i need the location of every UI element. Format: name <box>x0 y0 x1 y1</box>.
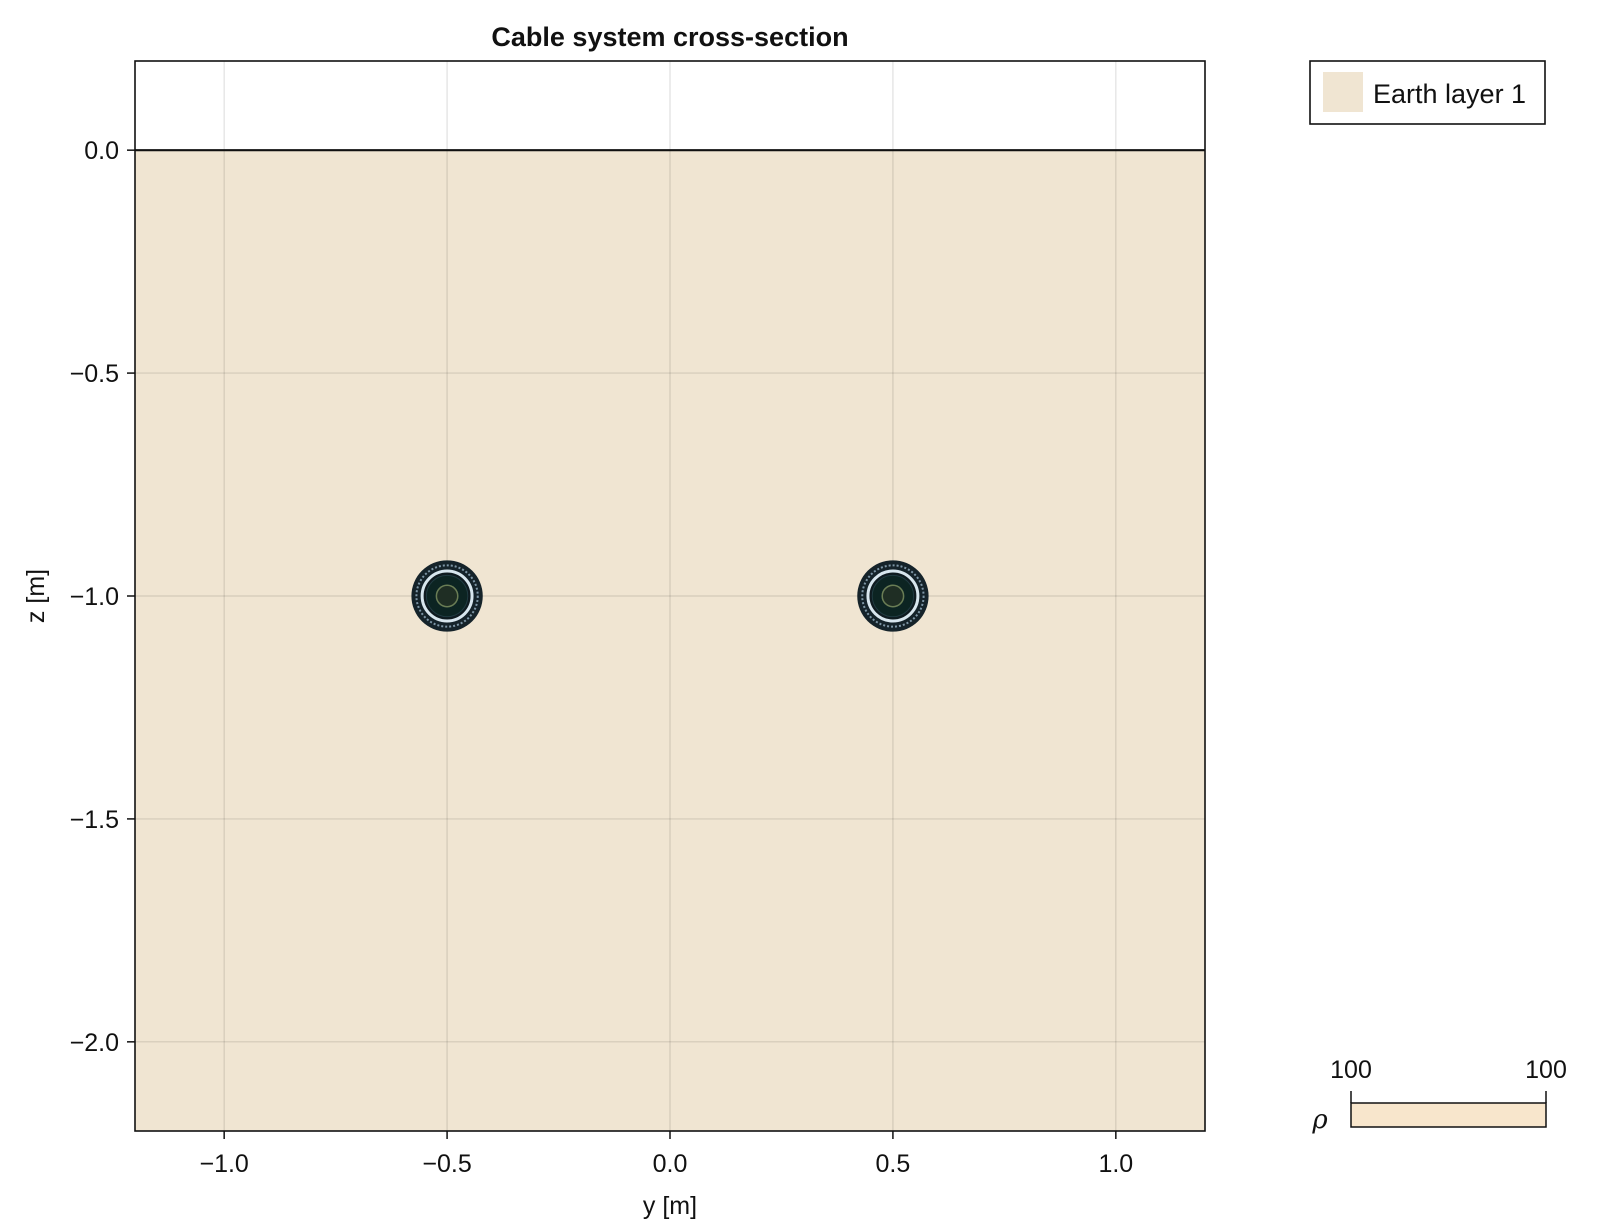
y-tick-label-0: 0.0 <box>84 137 119 165</box>
cable-conductor <box>881 584 905 608</box>
x-axis-label: y [m] <box>643 1192 697 1220</box>
colorbar: 100 100 ρ <box>1311 1056 1567 1135</box>
y-tick-label-1: −0.5 <box>70 360 119 388</box>
x-tick-label-0: −1.0 <box>199 1150 248 1178</box>
earth-layer-1 <box>135 150 1205 1131</box>
y-axis-label: z [m] <box>22 569 50 623</box>
x-tick-label-3: 0.5 <box>876 1150 911 1178</box>
cable-1 <box>411 560 483 632</box>
legend-swatch-earth-layer-1 <box>1323 72 1363 112</box>
y-tick-label-4: −2.0 <box>70 1029 119 1057</box>
colorbar-max-label: 100 <box>1525 1056 1567 1084</box>
legend-label-earth-layer-1: Earth layer 1 <box>1373 79 1526 109</box>
y-tick-label-3: −1.5 <box>70 806 119 834</box>
cable-2 <box>857 560 929 632</box>
plot-area: −1.0 −0.5 0.0 0.5 1.0 0.0 −0.5 −1.0 −1.5 −2.0 <box>70 60 1206 1178</box>
colorbar-min-label: 100 <box>1330 1056 1372 1084</box>
colorbar-label: ρ <box>1311 1105 1328 1135</box>
colorbar-bar <box>1350 1102 1547 1128</box>
cable-conductor <box>435 584 459 608</box>
chart-title: Cable system cross-section <box>491 22 848 52</box>
legend: Earth layer 1 <box>1309 60 1546 125</box>
x-tick-label-4: 1.0 <box>1098 1150 1133 1178</box>
x-tick-label-1: −0.5 <box>422 1150 471 1178</box>
cable-armour-wires <box>861 564 925 628</box>
cable-armour-wires <box>415 564 479 628</box>
x-tick-label-2: 0.0 <box>653 1150 688 1178</box>
y-tick-label-2: −1.0 <box>70 583 119 611</box>
